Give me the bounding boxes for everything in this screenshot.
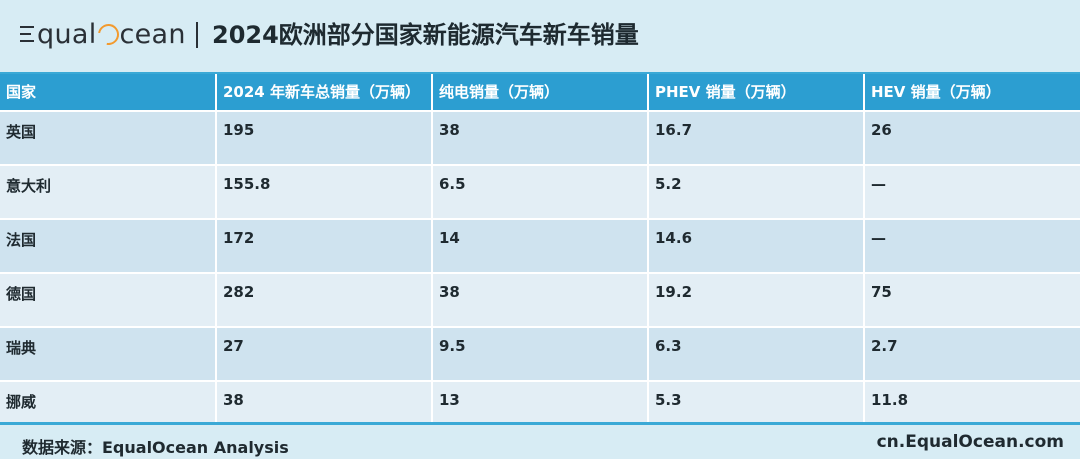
column-header-0: 国家: [0, 74, 217, 111]
value-cell: 27: [216, 326, 433, 381]
value-cell: 19.2: [648, 272, 865, 327]
column-header-3: PHEV 销量（万辆）: [648, 74, 865, 111]
page-header: qual cean 2024欧洲部分国家新能源汽车新车销量: [0, 0, 1080, 72]
site-url: cn.EqualOcean.com: [876, 432, 1064, 452]
logo-text-left: qual: [37, 18, 97, 50]
sales-table: 国家 2024 年新车总销量（万辆） 纯电销量（万辆） PHEV 销量（万辆） HEV …: [0, 74, 1080, 434]
value-cell: 6.5: [432, 164, 649, 219]
value-cell: 172: [216, 218, 433, 273]
value-cell: 75: [864, 272, 1080, 327]
page-footer: 数据来源：EqualOcean Analysis cn.EqualOcean.c…: [0, 425, 1080, 459]
data-source: 数据来源：EqualOcean Analysis: [22, 438, 289, 457]
value-cell: 5.2: [648, 164, 865, 219]
logo-o-ring-icon: [93, 19, 123, 49]
page-title: 2024欧洲部分国家新能源汽车新车销量: [212, 21, 639, 49]
table-body: 英国 195 38 16.7 26 意大利 155.8 6.5 5.2— 法国 172 14 14.6—…: [0, 110, 1080, 434]
logo-e-glyph: [20, 23, 34, 45]
value-cell: 282: [216, 272, 433, 327]
country-cell: 德国: [0, 272, 217, 327]
country-cell: 英国: [0, 110, 217, 165]
country-cell: 瑞典: [0, 326, 217, 381]
value-cell: 6.3: [648, 326, 865, 381]
value-cell: 38: [432, 272, 649, 327]
value-cell: 9.5: [432, 326, 649, 381]
value-cell: —: [864, 218, 1080, 273]
value-cell: 14.6: [648, 218, 865, 273]
column-header-2: 纯电销量（万辆）: [432, 74, 649, 111]
value-cell: 155.8: [216, 164, 433, 219]
column-header-1: 2024 年新车总销量（万辆）: [216, 74, 433, 111]
country-cell: 法国: [0, 218, 217, 273]
value-cell: 2.7: [864, 326, 1080, 381]
value-cell: —: [864, 164, 1080, 219]
table-row: 意大利 155.8 6.5 5.2—: [0, 164, 1080, 219]
logo-text-right: cean: [119, 18, 186, 50]
country-cell: 意大利: [0, 164, 217, 219]
table-header-row: 国家 2024 年新车总销量（万辆） 纯电销量（万辆） PHEV 销量（万辆） HEV …: [0, 74, 1080, 111]
value-cell: 26: [864, 110, 1080, 165]
footer-divider: [0, 422, 1080, 425]
sales-table-container: 国家 2024 年新车总销量（万辆） 纯电销量（万辆） PHEV 销量（万辆） HEV …: [0, 72, 1080, 434]
column-header-4: HEV 销量（万辆）: [864, 74, 1080, 111]
value-cell: 195: [216, 110, 433, 165]
value-cell: 16.7: [648, 110, 865, 165]
table-row: 瑞典 27 9.5 6.3 2.7: [0, 326, 1080, 381]
title-divider: [196, 22, 198, 48]
equalocean-logo: qual cean: [20, 16, 186, 52]
value-cell: 38: [432, 110, 649, 165]
table-row: 英国 195 38 16.7 26: [0, 110, 1080, 165]
table-row: 法国 172 14 14.6—: [0, 218, 1080, 273]
table-row: 德国 282 38 19.2 75: [0, 272, 1080, 327]
value-cell: 14: [432, 218, 649, 273]
